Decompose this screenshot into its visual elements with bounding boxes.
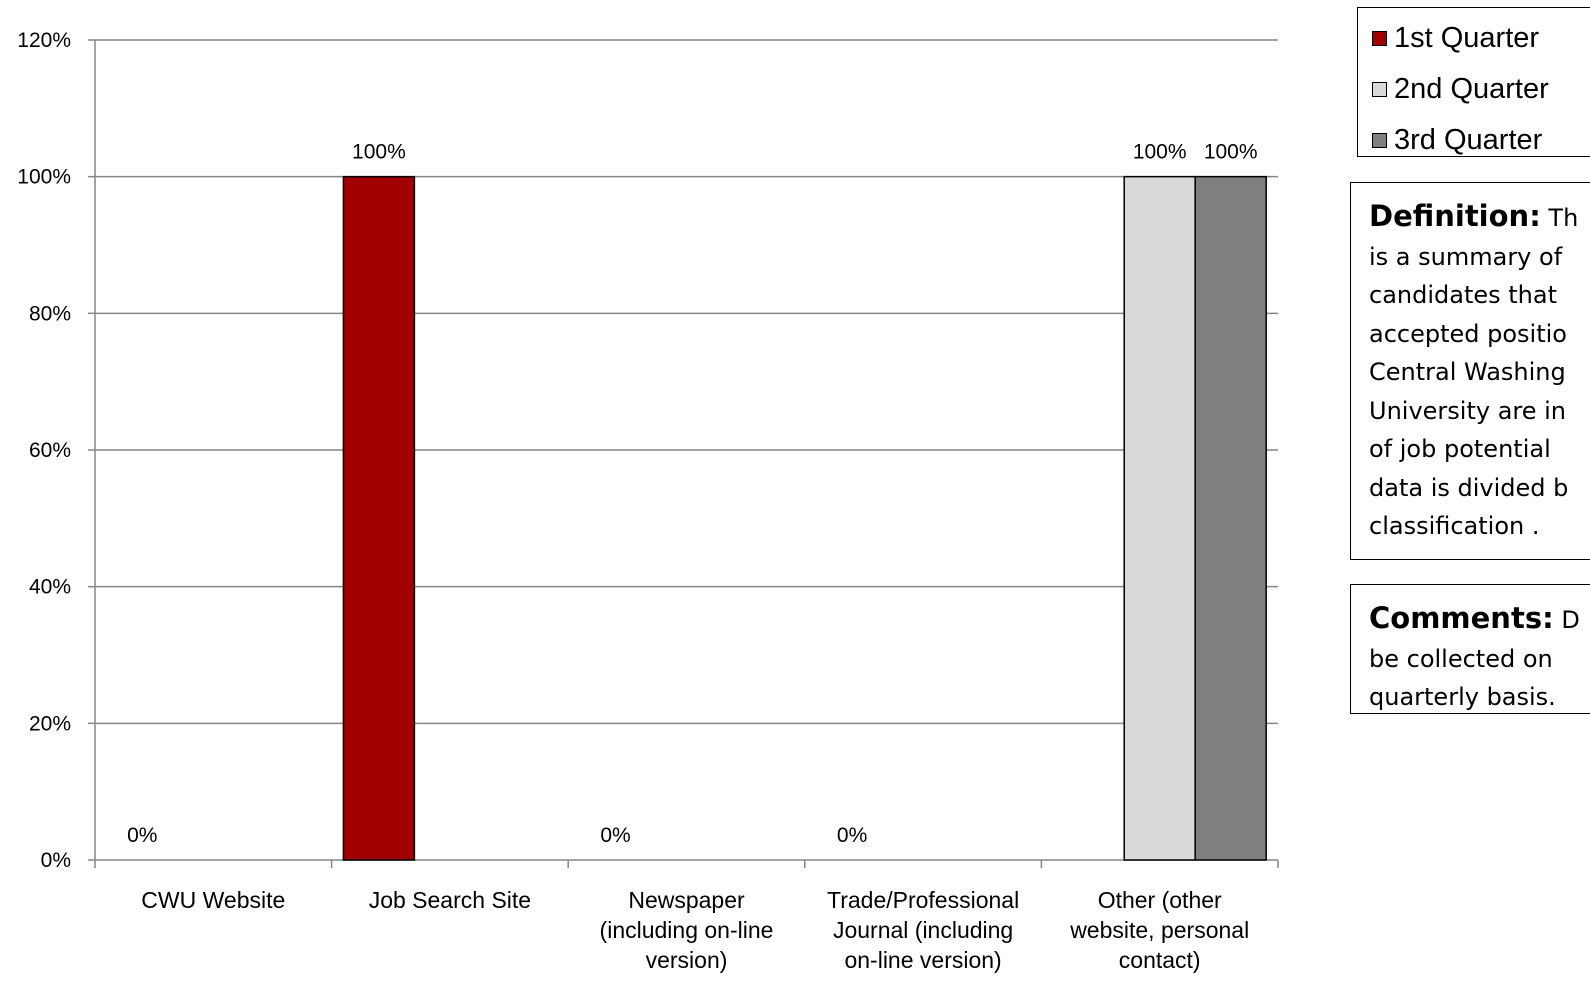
x-category-label: Trade/Professional Journal (including on-l…	[827, 887, 1019, 973]
x-category-label: CWU Website	[141, 887, 285, 913]
definition-text: Th is a summary of candidates that accep…	[1369, 204, 1579, 540]
bar	[342, 175, 416, 861]
data-label: 0%	[127, 824, 157, 847]
y-tick-label: 20%	[29, 712, 71, 735]
data-label: 0%	[600, 824, 630, 847]
y-tick-label: 40%	[29, 576, 71, 599]
y-tick-label: 60%	[29, 439, 71, 462]
x-category-label: Newspaper (including on-line version)	[600, 887, 774, 973]
data-label: 100%	[1204, 141, 1258, 164]
legend-swatch-1st-quarter	[1372, 30, 1387, 46]
legend-swatch-2nd-quarter	[1372, 81, 1387, 97]
legend-label: 3rd Quarter	[1394, 123, 1543, 156]
definition-box: Definition: Th is a summary of candidate…	[1350, 182, 1590, 560]
bar-chart: 0% 20% 40% 60% 80% 100% 120% CWU Website 0% Job S…	[17, 29, 1279, 973]
legend-swatch-3rd-quarter	[1372, 132, 1387, 148]
y-tick-label: 0%	[41, 849, 71, 872]
comments-box: Comments: D be collected on quarterly ba…	[1350, 584, 1590, 714]
legend-item-1st-quarter: 1st Quarter	[1372, 21, 1539, 55]
y-tick-label: 80%	[29, 302, 71, 325]
comments-text: D be collected on quarterly basis.	[1369, 606, 1580, 711]
x-category-label: Job Search Site	[369, 887, 531, 913]
data-label: 100%	[1133, 141, 1187, 164]
legend-item-3rd-quarter: 3rd Quarter	[1372, 123, 1542, 157]
y-tick-label: 120%	[17, 29, 71, 52]
x-category-label: Other (other website, personal contact)	[1069, 887, 1249, 973]
chart-legend: 1st Quarter 2nd Quarter 3rd Quarter	[1357, 7, 1590, 157]
legend-label: 2nd Quarter	[1394, 72, 1549, 105]
definition-label: Definition:	[1369, 199, 1541, 233]
legend-label: 1st Quarter	[1394, 21, 1540, 54]
data-label: 0%	[837, 824, 867, 847]
bar	[1123, 175, 1196, 861]
bar	[1194, 175, 1267, 861]
comments-label: Comments:	[1369, 601, 1554, 635]
data-label: 100%	[352, 141, 406, 164]
legend-item-2nd-quarter: 2nd Quarter	[1372, 72, 1549, 106]
y-tick-label: 100%	[17, 166, 71, 189]
